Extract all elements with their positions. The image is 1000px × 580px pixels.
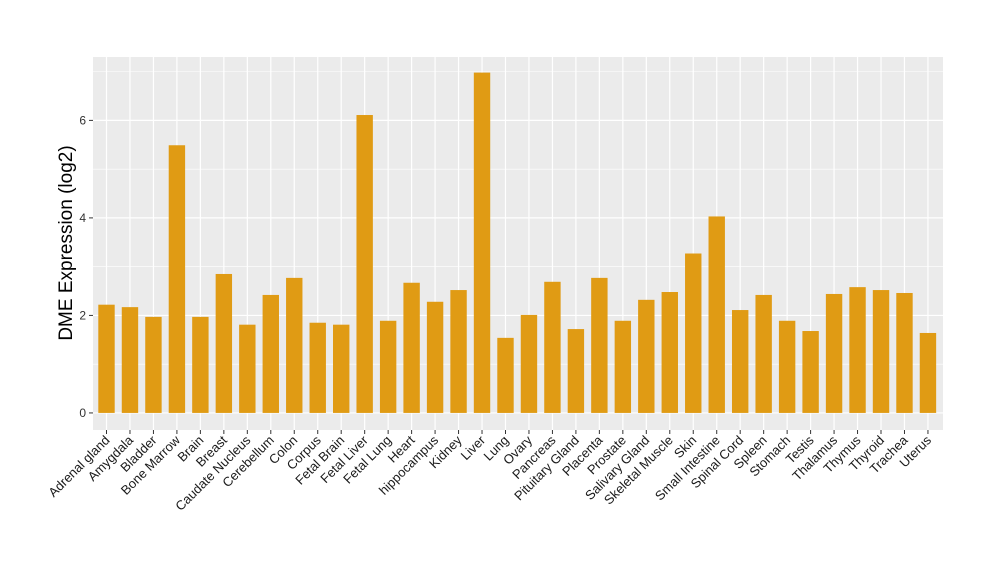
bar-adrenal-gland xyxy=(98,304,115,413)
bar-stomach xyxy=(778,320,796,413)
bar-testis xyxy=(802,331,819,413)
bar-brain xyxy=(192,316,209,413)
y-tick-label: 6 xyxy=(79,113,86,127)
bar-thyroid xyxy=(872,290,890,413)
bar-trachea xyxy=(896,292,913,413)
bar-spleen xyxy=(755,294,772,413)
bar-lung xyxy=(497,337,514,413)
y-axis-ticks: 0 2 4 6 xyxy=(79,113,93,420)
bar-uterus xyxy=(919,332,937,413)
bar-liver xyxy=(473,72,491,413)
bar-pituitary-gland xyxy=(567,329,585,413)
bar-cerebellum xyxy=(262,294,279,413)
bar-fetal-lung xyxy=(379,320,397,413)
bar-skeletal-muscle xyxy=(661,292,678,413)
bar-fetal-liver xyxy=(356,115,373,413)
bars xyxy=(98,72,937,413)
bar-thalamus xyxy=(825,293,843,413)
bar-corpus xyxy=(309,322,326,413)
bar-caudate-nucleus xyxy=(239,324,256,413)
bar-small-intestine xyxy=(708,216,725,413)
bar-placenta xyxy=(591,277,608,413)
bar-prostate xyxy=(614,320,632,413)
bar-amygdala xyxy=(121,307,139,413)
y-axis-title: DME Expression (log2) xyxy=(56,145,77,340)
x-tick-label: Liver xyxy=(458,432,489,463)
bar-bone-marrow xyxy=(168,145,186,413)
bar-skin xyxy=(685,253,702,413)
bar-pancreas xyxy=(544,281,561,413)
bar-breast xyxy=(215,273,233,413)
bar-salivary-gland xyxy=(638,299,655,413)
y-tick-label: 4 xyxy=(79,211,86,225)
bar-thymus xyxy=(849,287,866,413)
bar-ovary xyxy=(520,314,538,413)
y-tick-label: 2 xyxy=(79,308,86,322)
bar-bladder xyxy=(145,316,162,413)
bar-colon xyxy=(286,277,303,413)
plot-panel xyxy=(93,57,943,430)
bar-heart xyxy=(403,282,420,413)
bar-fetal-brain xyxy=(333,324,350,413)
y-tick-label: 0 xyxy=(79,406,86,420)
bar-hippocampus xyxy=(426,301,444,413)
bar-spinal-cord xyxy=(731,310,749,413)
bar-kidney xyxy=(450,290,467,413)
